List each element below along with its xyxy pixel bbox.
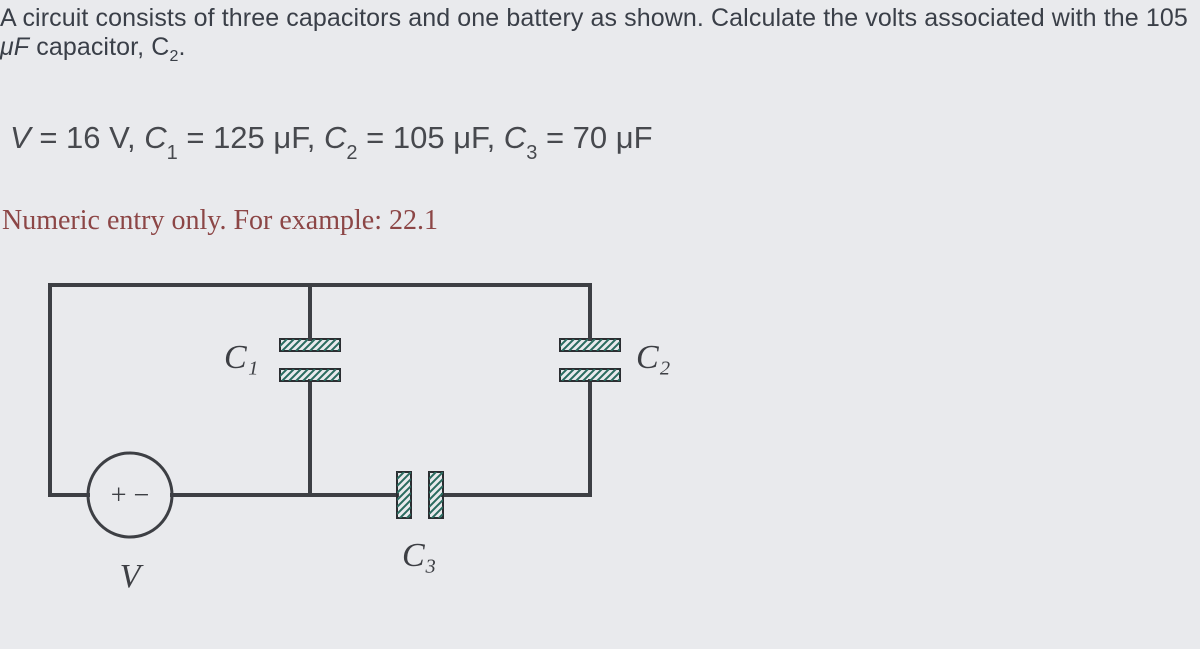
c1-sub: 1 — [167, 142, 178, 164]
c2-label: C — [324, 120, 346, 155]
svg-text:C₃: C₃ — [402, 537, 437, 574]
svg-text:V: V — [120, 558, 145, 595]
svg-text:C₁: C₁ — [224, 339, 259, 376]
svg-text:C₂: C₂ — [636, 339, 671, 376]
question-prompt: A circuit consists of three capacitors a… — [0, 4, 1200, 66]
c3-value: 70 μF — [573, 120, 653, 155]
prompt-text-before: A circuit consists of three capacitors a… — [0, 4, 1188, 32]
c3-label: C — [504, 120, 526, 155]
c1-value: 125 μF — [213, 120, 307, 155]
prompt-text-mid: capacitor, C — [29, 33, 169, 61]
v-label: V — [10, 120, 31, 155]
prompt-trailing: . — [178, 33, 185, 61]
c2-sub: 2 — [346, 142, 357, 164]
entry-hint: Numeric entry only. For example: 22.1 — [0, 205, 1200, 237]
prompt-unit: μF — [0, 33, 29, 61]
given-values: V = 16 V, C1 = 125 μF, C2 = 105 μF, C3 =… — [0, 120, 1200, 161]
c1-label: C — [144, 120, 166, 155]
eq1: = — [39, 120, 66, 155]
c2-value: 105 μF — [393, 120, 487, 155]
circuit-diagram: C₁ C₂ C₃ + − V — [30, 265, 750, 625]
eq2: = — [186, 120, 213, 155]
v-value: 16 V — [66, 120, 127, 155]
svg-text:+ −: + − — [111, 480, 150, 511]
eq3: = — [366, 120, 393, 155]
c3-sub: 3 — [526, 142, 537, 164]
eq4: = — [546, 120, 573, 155]
